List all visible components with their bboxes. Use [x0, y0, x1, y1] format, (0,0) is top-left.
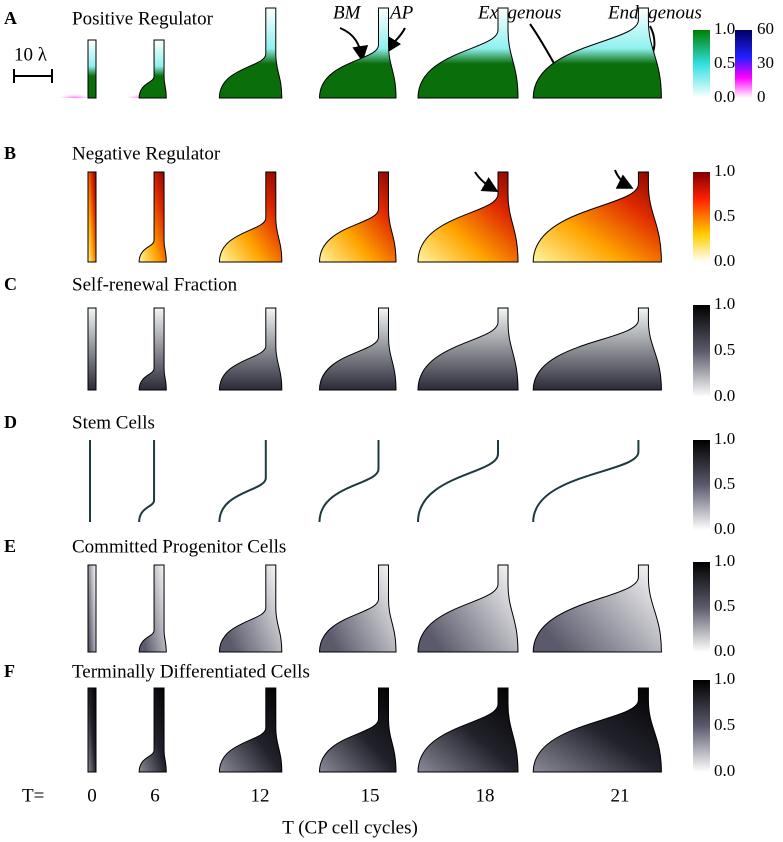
colorbar-tick-label: 0.5 [714, 340, 735, 359]
colorbar-tick-label: 1.0 [714, 294, 735, 313]
time-label: 15 [361, 785, 380, 806]
tissue [532, 564, 662, 653]
stem-cell-layer [138, 440, 156, 523]
arrow [474, 171, 499, 192]
colorbar [693, 562, 710, 652]
annotation: BM [333, 2, 362, 23]
tissue [532, 307, 662, 391]
panel-title: Positive Regulator [72, 8, 214, 29]
tissue [87, 39, 97, 99]
colorbar-tick-label: 0.5 [714, 596, 735, 615]
time-label: 21 [611, 785, 630, 806]
tissue [417, 7, 519, 99]
time-label: 12 [251, 785, 270, 806]
panel-title: Stem Cells [72, 412, 155, 433]
time-label: 6 [150, 785, 160, 806]
stem-cell-layer [218, 440, 267, 523]
time-label: 0 [87, 785, 97, 806]
tissue [87, 171, 97, 263]
stem-cell-layer [532, 440, 640, 523]
tissue [138, 687, 167, 773]
panel-letter: A [4, 8, 17, 28]
stem-cell-layer [318, 440, 380, 523]
colorbar-tick-label: 0.5 [714, 715, 735, 734]
colorbar-tick-label: 1.0 [714, 19, 735, 38]
colorbar-tick-label: 0.0 [714, 251, 735, 270]
colorbar-tick-label: 1.0 [714, 551, 735, 570]
annotation: Endogenous [607, 2, 702, 23]
tissue [532, 171, 662, 263]
arrow [385, 27, 406, 54]
tissue [218, 564, 283, 653]
colorbar-tick-label: 0.0 [714, 641, 735, 660]
panel-letter: E [4, 536, 16, 556]
tissue [318, 7, 397, 99]
panel-title: Committed Progenitor Cells [72, 536, 286, 557]
annotation: AP [388, 2, 414, 23]
colorbar-tick-label: 0 [757, 87, 766, 106]
colorbar [693, 305, 710, 397]
annotation: Exogenous [477, 2, 561, 23]
tissue [218, 307, 283, 391]
tissue [417, 564, 519, 653]
tissue [138, 307, 167, 391]
tissue [218, 7, 283, 99]
tissue [417, 171, 519, 263]
time-label: 18 [476, 785, 495, 806]
arrow [614, 169, 634, 189]
colorbar [693, 30, 710, 98]
tissue [138, 39, 167, 99]
panel-letter: C [4, 274, 17, 294]
tissue [138, 564, 167, 653]
colorbar [693, 680, 710, 772]
tissue [218, 171, 283, 263]
colorbar-tick-label: 60 [757, 19, 774, 38]
colorbar [693, 172, 710, 262]
tissue [138, 171, 167, 263]
tissue [417, 687, 519, 773]
panel-letter: F [4, 661, 15, 681]
colorbar-tick-label: 1.0 [714, 161, 735, 180]
panel-title: Self-renewal Fraction [72, 274, 238, 295]
time-prefix: T= [22, 785, 44, 806]
scale-bar [13, 69, 53, 83]
tissue [218, 687, 283, 773]
tissue [87, 687, 97, 773]
colorbar-tick-label: 0.5 [714, 474, 735, 493]
colorbar-tick-label: 0.0 [714, 386, 735, 405]
colorbar [735, 30, 752, 98]
tissue [87, 307, 97, 391]
panel-letter: D [4, 412, 17, 432]
colorbar-tick-label: 1.0 [714, 429, 735, 448]
x-axis-label: T (CP cell cycles) [282, 817, 418, 838]
tissue [532, 7, 662, 99]
arrow [339, 27, 369, 62]
tissue [417, 307, 519, 391]
panel-letter: B [4, 143, 16, 163]
colorbar-tick-label: 0.5 [714, 53, 735, 72]
tissue [318, 687, 397, 773]
colorbar-tick-label: 0.5 [714, 206, 735, 225]
stem-cell-layer [417, 440, 499, 523]
tissue [87, 564, 97, 653]
colorbar-tick-label: 0.0 [714, 519, 735, 538]
tissue [318, 564, 397, 653]
colorbar-tick-label: 1.0 [714, 669, 735, 688]
panel-title: Terminally Differentiated Cells [72, 661, 310, 682]
colorbar-tick-label: 30 [757, 53, 774, 72]
tissue [532, 687, 662, 773]
colorbar-tick-label: 0.0 [714, 87, 735, 106]
scale-label: 10 λ [14, 44, 48, 65]
colorbar [693, 440, 710, 530]
tissue [318, 307, 397, 391]
panel-title: Negative Regulator [72, 143, 221, 164]
mask [0, 98, 690, 118]
tissue [318, 171, 397, 263]
colorbar-tick-label: 0.0 [714, 761, 735, 780]
